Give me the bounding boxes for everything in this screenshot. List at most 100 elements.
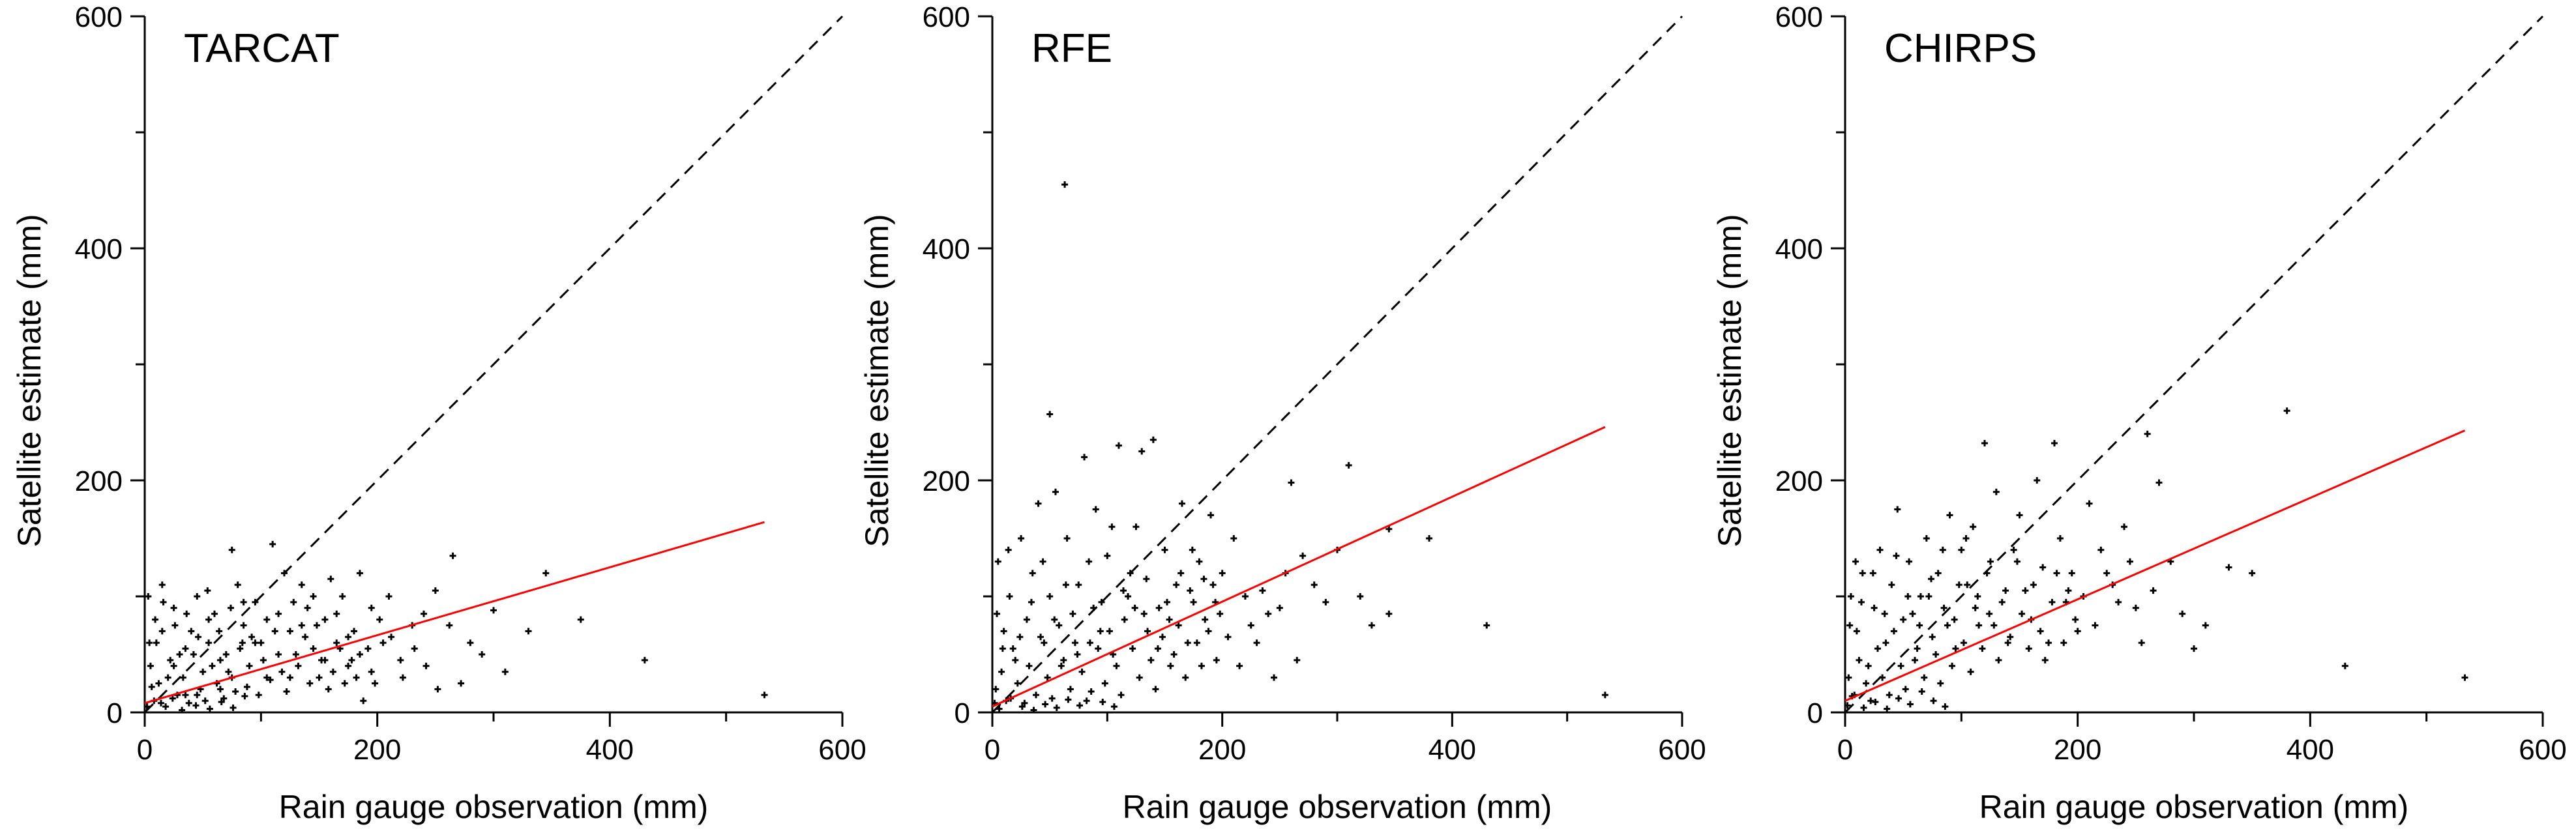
scatter-point xyxy=(216,656,224,663)
scatter-point xyxy=(994,610,1001,617)
scatter-point xyxy=(341,680,348,687)
x-axis-label: Rain gauge observation (mm) xyxy=(1979,789,2409,825)
scatter-point xyxy=(1081,454,1088,461)
scatter-point xyxy=(1893,552,1900,559)
scatter-point xyxy=(1955,581,1962,589)
y-tick-label: 400 xyxy=(1775,233,1823,265)
scatter-point xyxy=(1927,576,1934,583)
scatter-point xyxy=(2034,477,2041,484)
scatter-point xyxy=(2191,645,2197,652)
scatter-point xyxy=(1120,587,1127,594)
scatter-point xyxy=(1108,523,1116,531)
scatter-point xyxy=(1014,680,1021,687)
scatter-point xyxy=(1991,622,1998,629)
x-axis-label: Rain gauge observation (mm) xyxy=(279,789,709,825)
y-tick-label: 600 xyxy=(923,1,970,33)
y-tick-label: 200 xyxy=(75,465,123,497)
scatter-point xyxy=(1118,692,1125,699)
scatter-point xyxy=(458,680,465,687)
scatter-point xyxy=(1881,610,1888,617)
scatter-point xyxy=(1083,697,1090,705)
scatter-point xyxy=(162,703,170,710)
scatter-point xyxy=(2060,639,2067,647)
scatter-point xyxy=(252,598,259,605)
scatter-point xyxy=(176,651,183,658)
scatter-point xyxy=(2065,587,2072,594)
scatter-point xyxy=(1202,616,1209,623)
scatter-point xyxy=(1061,181,1069,188)
scatter-point xyxy=(999,645,1006,652)
scatter-point xyxy=(1092,506,1099,513)
chart-panel-tarcat: 0 200 400 600 0 200 400 600 Rain gauge observati… xyxy=(11,1,866,825)
scatter-point xyxy=(1946,512,1953,519)
scatter-point xyxy=(220,695,228,702)
scatter-point xyxy=(1983,570,1991,577)
scatter-point xyxy=(2283,407,2290,415)
scatter-point xyxy=(158,581,166,589)
scatter-point xyxy=(421,610,427,617)
one-to-one-reference-line xyxy=(1844,15,2544,714)
scatter-point xyxy=(333,610,340,617)
scatter-point xyxy=(170,662,177,669)
scatter-point xyxy=(1048,695,1056,702)
scatter-point xyxy=(1074,651,1081,658)
scatter-point xyxy=(1345,461,1352,469)
scatter-point xyxy=(2341,662,2348,669)
scatter-point xyxy=(1037,634,1044,641)
scatter-point xyxy=(1178,500,1185,507)
scatter-point xyxy=(1016,634,1024,641)
scatter-point xyxy=(1209,581,1217,589)
scatter-point xyxy=(1152,686,1159,693)
scatter-point xyxy=(2016,512,2023,519)
scatter-point xyxy=(1949,662,1956,669)
scatter-point xyxy=(1026,662,1033,669)
scatter-point xyxy=(1294,656,1301,663)
scatter-point xyxy=(1166,616,1173,623)
x-tick-label: 400 xyxy=(1429,734,1476,766)
scatter-point xyxy=(1039,558,1046,565)
scatter-point xyxy=(313,622,320,629)
scatter-point xyxy=(1184,639,1191,647)
scatter-point xyxy=(258,639,265,647)
scatter-point xyxy=(1236,662,1243,669)
scatter-point xyxy=(1995,656,2002,663)
scatter-point xyxy=(1173,581,1180,589)
scatter-point xyxy=(1095,645,1102,652)
scatter-point xyxy=(182,692,189,699)
scatter-point xyxy=(2086,500,2093,507)
scatter-point xyxy=(1972,604,1979,611)
scatter-point xyxy=(1187,587,1194,594)
scatter-point xyxy=(179,674,186,681)
y-axis-label: Satellite estimate (mm) xyxy=(1711,214,1748,547)
scatter-point xyxy=(1207,512,1215,519)
scatter-point xyxy=(1895,695,1902,702)
scatter-point xyxy=(2037,628,2044,635)
scatter-point xyxy=(399,674,406,681)
scatter-point xyxy=(2150,587,2157,594)
scatter-point xyxy=(1058,662,1065,669)
scatter-point xyxy=(1998,598,2006,605)
scatter-point xyxy=(1265,610,1272,617)
scatter-point xyxy=(1970,523,1977,531)
y-axis-label: Satellite estimate (mm) xyxy=(11,214,48,547)
scatter-point xyxy=(240,622,247,629)
scatter-point xyxy=(1322,598,1329,605)
scatter-point xyxy=(1143,576,1150,583)
regression-line xyxy=(144,521,765,705)
scatter-point xyxy=(1310,581,1318,589)
scatter-point xyxy=(1076,702,1084,709)
scatter-point xyxy=(143,703,151,710)
scatter-point xyxy=(263,674,271,681)
scatter-point xyxy=(2461,674,2468,681)
scatter-point xyxy=(1217,610,1224,617)
scatter-point xyxy=(155,680,162,687)
scatter-point xyxy=(360,697,367,705)
scatter-point xyxy=(1155,604,1162,611)
scatter-point xyxy=(271,628,278,635)
scatter-point xyxy=(994,558,1001,565)
scatter-point xyxy=(2092,622,2099,629)
scatter-point xyxy=(577,616,584,623)
scatter-point xyxy=(185,699,192,707)
scatter-point xyxy=(1131,604,1138,611)
scatter-point xyxy=(255,692,262,699)
